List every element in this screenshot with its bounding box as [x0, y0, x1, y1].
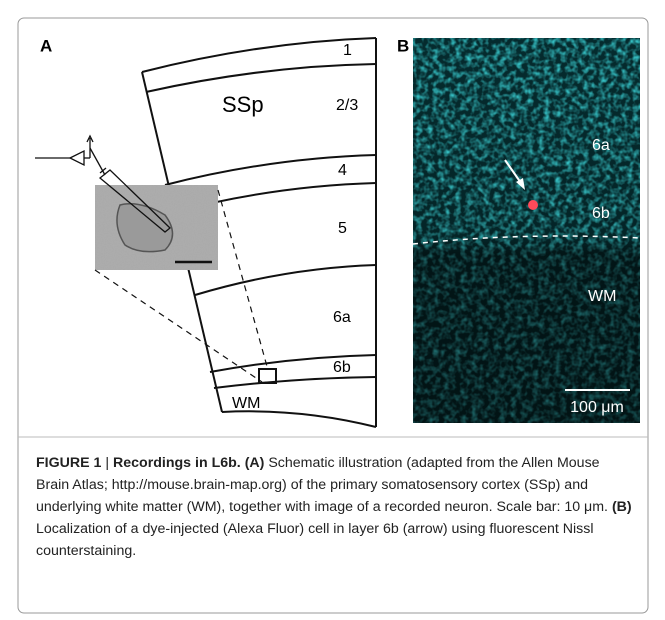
panel-ref: (A) [245, 455, 265, 471]
layer-label: 6a [333, 309, 351, 326]
caption: FIGURE 1 | Recordings in L6b. (A) Schema… [36, 452, 636, 562]
layer-label: WM [588, 288, 616, 305]
caption-title: Recordings in L6b. [113, 455, 241, 471]
micrograph [95, 185, 218, 270]
panel-ref: (B) [612, 499, 632, 515]
figure-number: FIGURE 1 [36, 455, 101, 471]
layer-label: 1 [343, 42, 352, 59]
caption-separator: | [105, 455, 109, 471]
layer-label: 4 [338, 162, 347, 179]
panel-letter: A [40, 36, 52, 55]
layer-label: WM [232, 395, 260, 412]
scale-bar-label: 100 μm [570, 399, 624, 416]
panel-letter: B [397, 36, 409, 55]
layer-label: 5 [338, 220, 347, 237]
region-label: SSp [222, 92, 264, 117]
layer-label: 6b [333, 359, 351, 376]
caption-text: Localization of a dye-injected (Alexa Fl… [36, 521, 594, 559]
figure-page: A 1 SSp 2/3 4 5 6a 6b WM B [0, 0, 665, 620]
layer-label: 2/3 [336, 97, 358, 114]
fluorescence-image [413, 38, 640, 423]
layer-label: 6b [592, 205, 610, 222]
layer-label: 6a [592, 137, 610, 154]
